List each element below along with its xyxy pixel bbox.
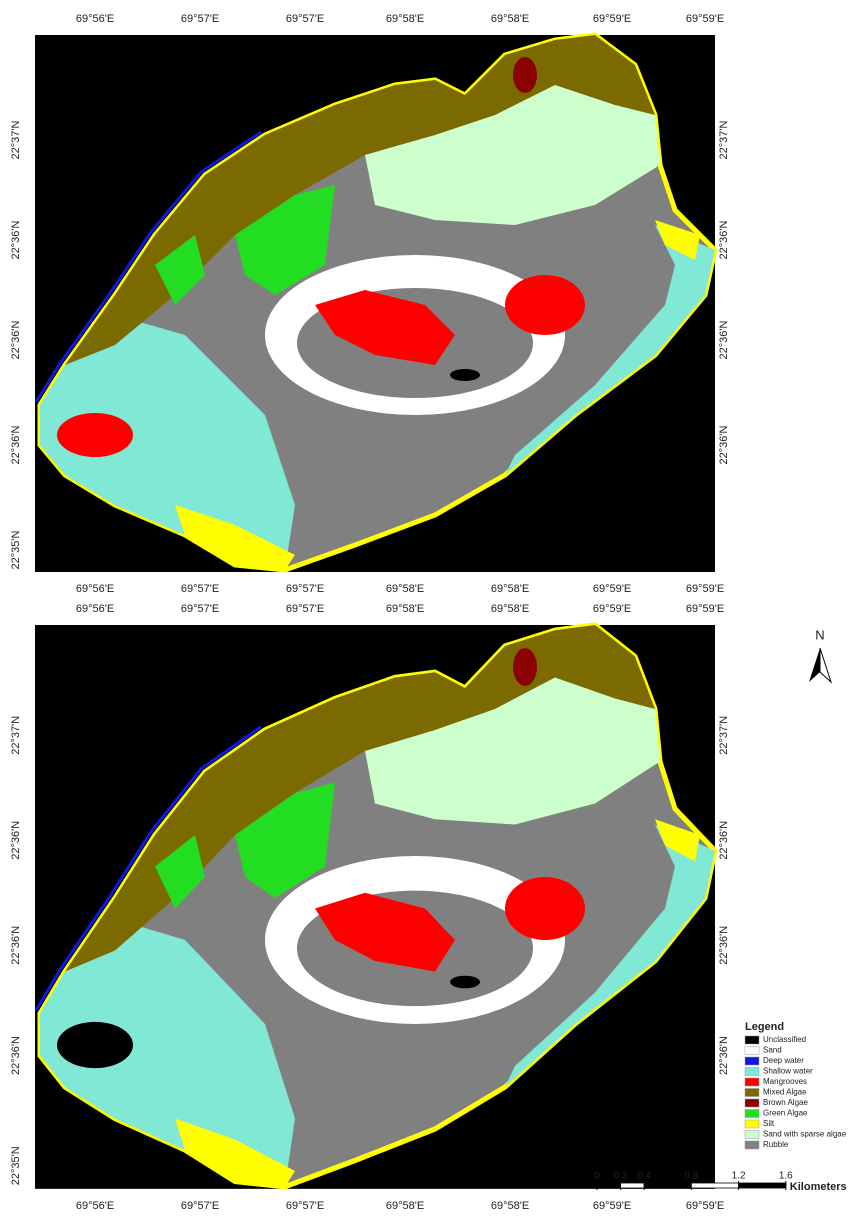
longitude-label: 69°59'E bbox=[686, 1200, 724, 1212]
legend-label: Mixed Algae bbox=[763, 1088, 807, 1097]
legend-swatch bbox=[745, 1047, 759, 1055]
latitude-label: 22°36'N bbox=[10, 926, 22, 965]
longitude-label: 69°59'E bbox=[593, 13, 631, 25]
latitude-label: 22°36'N bbox=[10, 425, 22, 464]
north-arrow-right bbox=[820, 648, 831, 682]
longitude-label: 69°57'E bbox=[286, 603, 324, 615]
legend-label: Mangrooves bbox=[763, 1077, 807, 1086]
legend-swatch bbox=[745, 1099, 759, 1107]
legend-swatch bbox=[745, 1068, 759, 1076]
legend-swatch bbox=[745, 1141, 759, 1149]
scale-segment bbox=[597, 1183, 621, 1188]
unclassified-zone bbox=[450, 369, 480, 381]
legend-label: Shallow water bbox=[763, 1067, 813, 1076]
legend-label: Green Algae bbox=[763, 1109, 808, 1118]
scale-segment bbox=[739, 1183, 786, 1188]
scale-segment bbox=[691, 1183, 738, 1188]
longitude-label: 69°58'E bbox=[491, 583, 529, 595]
longitude-label: 69°57'E bbox=[286, 583, 324, 595]
legend-swatch bbox=[745, 1131, 759, 1139]
scale-unit: Kilometers bbox=[790, 1181, 847, 1193]
latitude-label: 22°36'N bbox=[718, 821, 730, 860]
longitude-label: 69°56'E bbox=[76, 583, 114, 595]
longitude-label: 69°59'E bbox=[593, 603, 631, 615]
scale-label: 1.2 bbox=[732, 1171, 746, 1182]
legend-swatch bbox=[745, 1089, 759, 1097]
latitude-label: 22°37'N bbox=[718, 120, 730, 159]
brown-algae-zone bbox=[513, 57, 537, 93]
longitude-label: 69°59'E bbox=[686, 603, 724, 615]
latitude-label: 22°36'N bbox=[10, 1036, 22, 1075]
legend-label: Sand with sparse algae bbox=[763, 1130, 847, 1139]
legend-label: Rubble bbox=[763, 1140, 789, 1149]
legend-label: Sand bbox=[763, 1046, 782, 1055]
longitude-label: 69°59'E bbox=[593, 583, 631, 595]
north-arrow-left bbox=[809, 648, 820, 682]
mangrove-zone bbox=[57, 413, 133, 457]
longitude-label: 69°58'E bbox=[491, 13, 529, 25]
latitude-label: 22°35'N bbox=[10, 1146, 22, 1185]
mangrove-zone bbox=[57, 1022, 133, 1068]
longitude-label: 69°58'E bbox=[386, 1200, 424, 1212]
longitude-label: 69°57'E bbox=[286, 13, 324, 25]
legend-swatch bbox=[745, 1120, 759, 1128]
scale-label: 0 bbox=[594, 1171, 600, 1182]
longitude-label: 69°58'E bbox=[386, 603, 424, 615]
latitude-label: 22°36'N bbox=[10, 320, 22, 359]
longitude-label: 69°57'E bbox=[286, 1200, 324, 1212]
latitude-label: 22°37'N bbox=[718, 716, 730, 755]
north-label: N bbox=[815, 627, 824, 642]
legend-label: Silt bbox=[763, 1119, 775, 1128]
legend-swatch bbox=[745, 1036, 759, 1044]
legend-label: Brown Algae bbox=[763, 1098, 808, 1107]
brown-algae-zone bbox=[513, 648, 537, 686]
legend-swatch bbox=[745, 1110, 759, 1118]
legend-swatch bbox=[745, 1078, 759, 1086]
longitude-label: 69°59'E bbox=[686, 13, 724, 25]
latitude-label: 22°37'N bbox=[10, 120, 22, 159]
legend-title: Legend bbox=[745, 1021, 784, 1033]
longitude-label: 69°56'E bbox=[76, 603, 114, 615]
unclassified-zone bbox=[450, 976, 480, 989]
latitude-label: 22°36'N bbox=[718, 926, 730, 965]
legend-label: Deep water bbox=[763, 1056, 804, 1065]
scale-label: 0.8 bbox=[684, 1171, 698, 1182]
mangrove-zone bbox=[505, 275, 585, 335]
longitude-label: 69°58'E bbox=[491, 603, 529, 615]
latitude-label: 22°37'N bbox=[10, 716, 22, 755]
scale-segment bbox=[644, 1183, 691, 1188]
longitude-label: 69°58'E bbox=[386, 13, 424, 25]
scale-segment bbox=[621, 1183, 645, 1188]
north-arrow: N bbox=[809, 627, 831, 682]
latitude-label: 22°36'N bbox=[718, 1036, 730, 1075]
longitude-label: 69°56'E bbox=[76, 1200, 114, 1212]
latitude-label: 22°35'N bbox=[10, 530, 22, 569]
scale-label: 0.4 bbox=[637, 1171, 651, 1182]
latitude-label: 22°36'N bbox=[718, 320, 730, 359]
longitude-label: 69°57'E bbox=[181, 583, 219, 595]
longitude-label: 69°57'E bbox=[181, 603, 219, 615]
longitude-label: 69°59'E bbox=[686, 583, 724, 595]
longitude-label: 69°57'E bbox=[181, 1200, 219, 1212]
legend-label: Unclassified bbox=[763, 1035, 806, 1044]
latitude-label: 22°36'N bbox=[718, 220, 730, 259]
mangrove-zone bbox=[505, 877, 585, 940]
longitude-label: 69°59'E bbox=[593, 1200, 631, 1212]
legend-swatch bbox=[745, 1057, 759, 1065]
latitude-label: 22°36'N bbox=[10, 220, 22, 259]
map-figure: N 69°56'E 69°57'E 69°57'E 69°58'E 69°58'E 69°… bbox=[0, 0, 862, 1219]
longitude-label: 69°56'E bbox=[76, 13, 114, 25]
longitude-label: 69°57'E bbox=[181, 13, 219, 25]
legend: Legend Unclassified SandDeep water Shallow … bbox=[745, 1021, 847, 1149]
longitude-label: 69°58'E bbox=[386, 583, 424, 595]
latitude-label: 22°36'N bbox=[718, 425, 730, 464]
longitude-label: 69°58'E bbox=[491, 1200, 529, 1212]
latitude-label: 22°36'N bbox=[10, 821, 22, 860]
scale-label: 0.2 bbox=[614, 1171, 628, 1182]
